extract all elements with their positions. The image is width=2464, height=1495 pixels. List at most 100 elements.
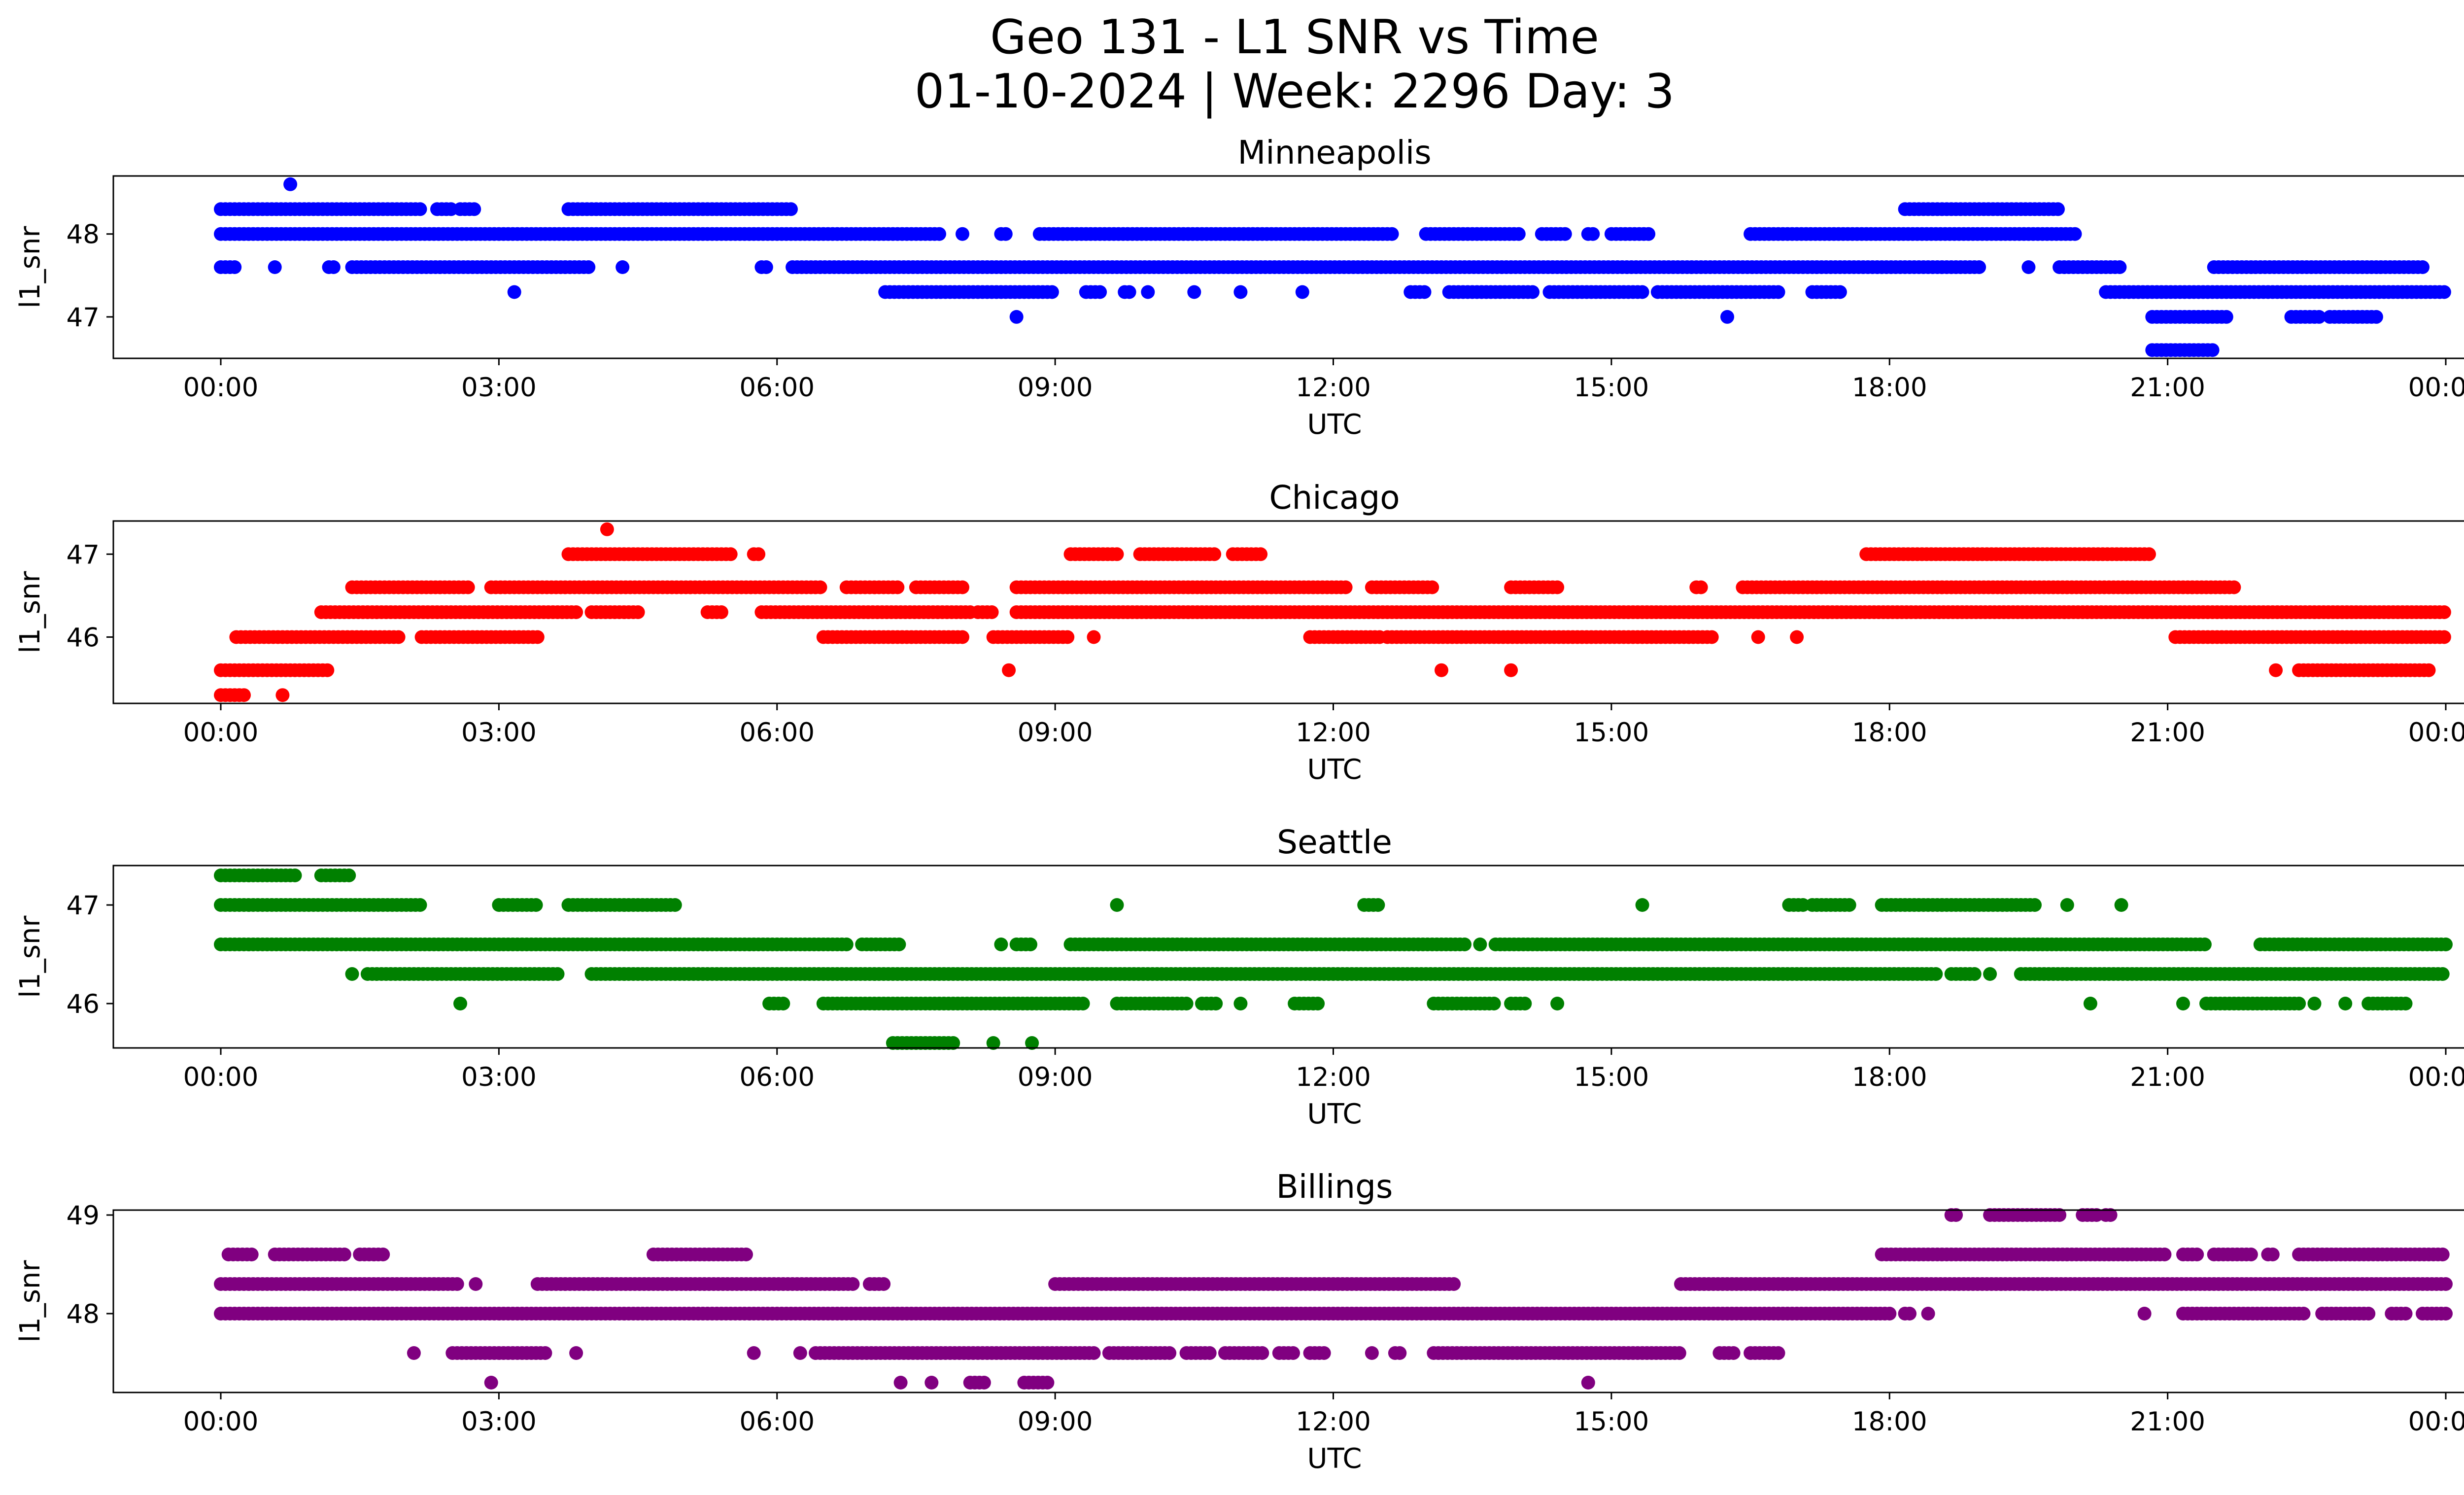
data-point xyxy=(723,547,738,561)
data-point xyxy=(1233,285,1248,299)
x-tick-label: 06:00 xyxy=(739,373,815,403)
data-point xyxy=(1705,630,1719,644)
data-point xyxy=(1087,1346,1101,1360)
x-axis-label: UTC xyxy=(1307,754,1362,786)
data-point xyxy=(759,260,773,274)
data-point xyxy=(1511,227,1526,241)
data-point xyxy=(1417,285,1432,299)
data-point xyxy=(890,580,905,594)
data-point xyxy=(1771,1346,1785,1360)
data-point xyxy=(467,202,481,216)
data-point xyxy=(569,605,583,619)
y-tick-label: 47 xyxy=(67,303,100,333)
data-point xyxy=(413,202,427,216)
data-point xyxy=(530,630,545,644)
y-axis-label: l1_snr xyxy=(14,571,46,654)
x-tick-label: 00:00 xyxy=(183,373,259,403)
data-point xyxy=(2292,997,2306,1010)
data-point xyxy=(569,1346,583,1360)
data-point xyxy=(1179,997,1194,1010)
data-point xyxy=(2439,938,2453,951)
data-point xyxy=(2361,1307,2376,1321)
data-point xyxy=(2021,260,2036,274)
x-tick-label: 12:00 xyxy=(1296,1062,1371,1092)
data-point xyxy=(407,1346,421,1360)
data-point xyxy=(1317,1346,1331,1360)
data-point xyxy=(1385,227,1399,241)
subplot-title: Chicago xyxy=(1269,479,1400,517)
data-point xyxy=(1504,663,1518,677)
data-point xyxy=(776,997,790,1010)
data-series xyxy=(214,522,2451,702)
data-point xyxy=(1207,547,1222,561)
data-point xyxy=(1458,938,1472,951)
data-point xyxy=(1141,285,1155,299)
data-point xyxy=(1882,1307,1897,1321)
data-point xyxy=(1921,1307,1935,1321)
x-tick-label: 06:00 xyxy=(739,1407,815,1437)
data-point xyxy=(507,285,521,299)
data-series xyxy=(214,177,2451,357)
data-point xyxy=(1790,630,1804,644)
data-point xyxy=(283,177,298,191)
data-point xyxy=(2068,227,2082,241)
data-point xyxy=(714,605,728,619)
y-tick-label: 48 xyxy=(67,1299,100,1329)
data-point xyxy=(1338,580,1353,594)
data-point xyxy=(813,580,827,594)
data-point xyxy=(1093,285,1107,299)
data-point xyxy=(2244,1248,2258,1261)
data-point xyxy=(2113,260,2127,274)
data-point xyxy=(956,630,969,644)
y-tick-label: 49 xyxy=(67,1201,100,1231)
data-point xyxy=(237,688,251,702)
data-point xyxy=(1209,997,1223,1010)
axes-frame xyxy=(112,175,2464,359)
x-tick-label: 21:00 xyxy=(2130,1062,2205,1092)
data-point xyxy=(1642,227,1656,241)
x-tick-label: 15:00 xyxy=(1574,1407,1649,1437)
x-tick-label: 09:00 xyxy=(1018,373,1093,403)
data-point xyxy=(2435,967,2450,981)
data-point xyxy=(985,605,999,619)
x-tick-label: 15:00 xyxy=(1574,1062,1649,1092)
data-point xyxy=(2060,898,2074,912)
data-point xyxy=(1393,1346,1407,1360)
data-point xyxy=(1751,630,1765,644)
x-tick-label: 12:00 xyxy=(1296,1407,1371,1437)
data-point xyxy=(1045,285,1059,299)
x-axis-label: UTC xyxy=(1307,1098,1362,1130)
data-point xyxy=(1518,997,1532,1010)
x-tick-label: 03:00 xyxy=(461,718,537,748)
data-point xyxy=(998,227,1013,241)
data-point xyxy=(2265,1248,2280,1261)
data-point xyxy=(1110,547,1124,561)
x-tick-label: 21:00 xyxy=(2130,1407,2205,1437)
data-point xyxy=(2435,1248,2450,1261)
data-point xyxy=(924,1376,939,1390)
data-series xyxy=(214,869,2453,1050)
data-point xyxy=(1202,1346,1217,1360)
data-point xyxy=(413,898,427,912)
data-point xyxy=(2197,938,2212,951)
data-point xyxy=(1254,547,1268,561)
data-point xyxy=(1833,285,1847,299)
data-point xyxy=(2416,260,2430,274)
data-point xyxy=(453,997,467,1010)
axes-frame xyxy=(112,520,2464,704)
data-point xyxy=(326,260,341,274)
data-point xyxy=(1842,898,1856,912)
data-point xyxy=(1009,310,1024,324)
data-point xyxy=(376,1248,390,1261)
data-point xyxy=(2312,310,2326,324)
data-point xyxy=(1435,663,1448,677)
data-point xyxy=(1425,580,1439,594)
data-point xyxy=(1311,997,1325,1010)
data-point xyxy=(1076,997,1090,1010)
data-point xyxy=(450,1277,464,1291)
data-point xyxy=(631,605,645,619)
x-tick-label: 12:00 xyxy=(1296,373,1371,403)
y-tick-label: 47 xyxy=(67,540,100,570)
